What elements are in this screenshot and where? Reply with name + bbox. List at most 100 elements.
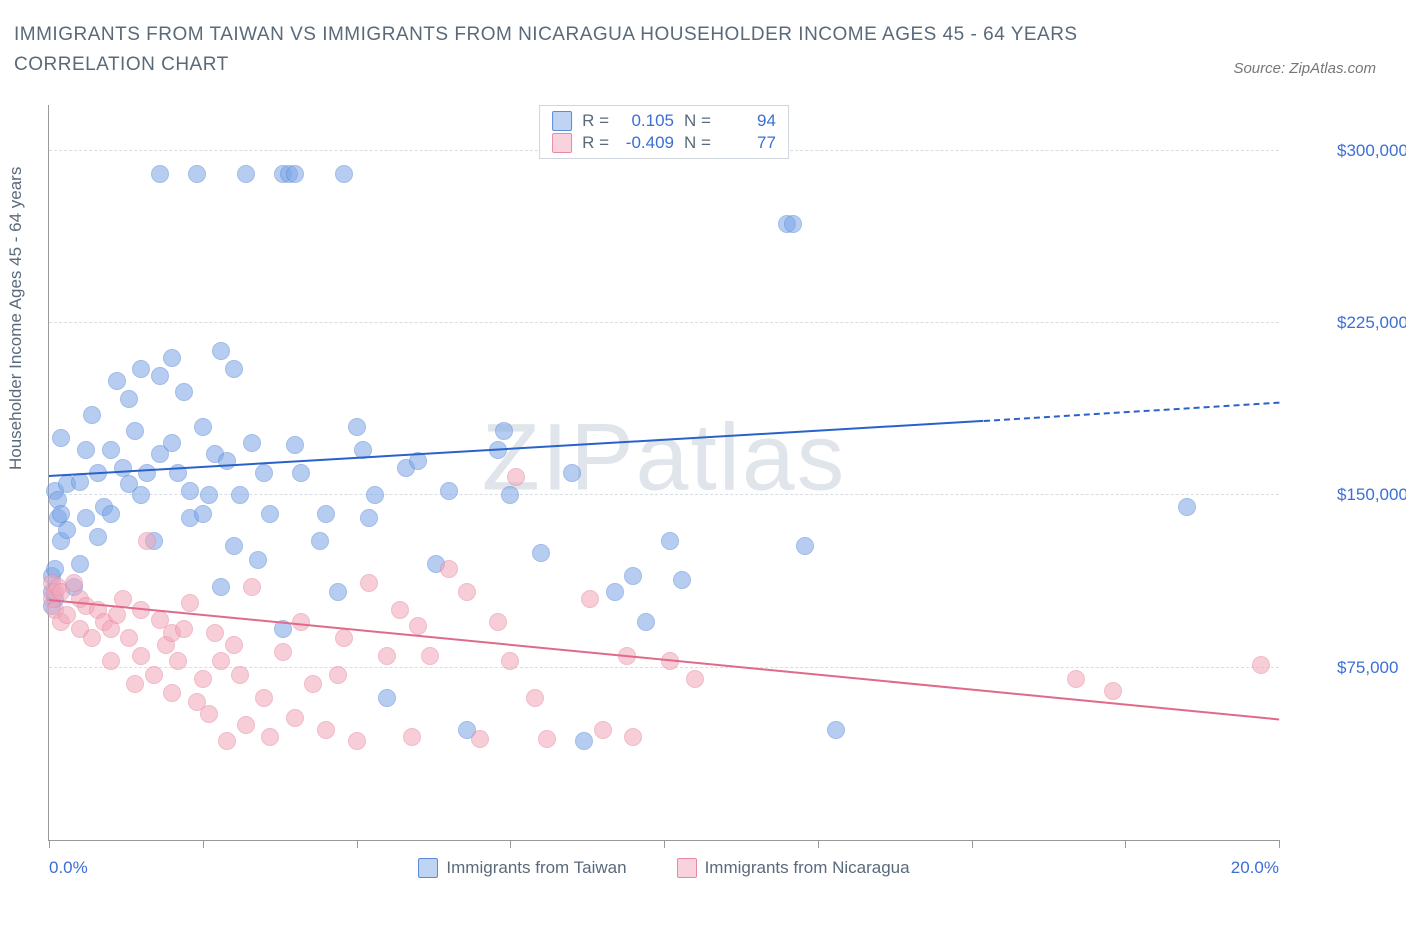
data-point: [77, 509, 95, 527]
data-point: [237, 716, 255, 734]
gridline: [49, 322, 1279, 323]
data-point: [212, 578, 230, 596]
data-point: [120, 390, 138, 408]
data-point: [311, 532, 329, 550]
x-axis-max-label: 20.0%: [1231, 858, 1279, 878]
data-point: [501, 652, 519, 670]
data-point: [181, 594, 199, 612]
data-point: [292, 613, 310, 631]
data-point: [132, 647, 150, 665]
chart-title: IMMIGRANTS FROM TAIWAN VS IMMIGRANTS FRO…: [14, 20, 1206, 81]
data-point: [138, 532, 156, 550]
data-point: [1104, 682, 1122, 700]
data-point: [206, 624, 224, 642]
data-point: [391, 601, 409, 619]
data-point: [194, 670, 212, 688]
data-point: [661, 532, 679, 550]
data-point: [292, 464, 310, 482]
label-n: N =: [684, 133, 711, 153]
data-point: [274, 643, 292, 661]
value-r-0: 0.105: [619, 111, 674, 131]
data-point: [243, 434, 261, 452]
data-point: [594, 721, 612, 739]
y-axis-label: Householder Income Ages 45 - 64 years: [6, 167, 26, 470]
data-point: [218, 452, 236, 470]
data-point: [225, 537, 243, 555]
legend-stats-row: R = 0.105 N = 94: [552, 110, 776, 132]
data-point: [538, 730, 556, 748]
data-point: [495, 422, 513, 440]
data-point: [366, 486, 384, 504]
data-point: [440, 482, 458, 500]
data-point: [1178, 498, 1196, 516]
data-point: [507, 468, 525, 486]
data-point: [1067, 670, 1085, 688]
x-tick: [203, 840, 204, 848]
data-point: [501, 486, 519, 504]
data-point: [138, 464, 156, 482]
data-point: [108, 606, 126, 624]
data-point: [686, 670, 704, 688]
data-point: [249, 551, 267, 569]
data-point: [163, 684, 181, 702]
legend-item: Immigrants from Taiwan: [418, 858, 626, 878]
data-point: [1252, 656, 1270, 674]
data-point: [581, 590, 599, 608]
data-point: [526, 689, 544, 707]
data-point: [194, 505, 212, 523]
data-point: [200, 705, 218, 723]
data-point: [132, 360, 150, 378]
legend-item: Immigrants from Nicaragua: [677, 858, 910, 878]
data-point: [169, 652, 187, 670]
data-point: [126, 422, 144, 440]
value-r-1: -0.409: [619, 133, 674, 153]
data-point: [151, 367, 169, 385]
data-point: [231, 486, 249, 504]
data-point: [471, 730, 489, 748]
data-point: [261, 505, 279, 523]
data-point: [255, 689, 273, 707]
data-point: [77, 441, 95, 459]
data-point: [261, 728, 279, 746]
data-point: [458, 583, 476, 601]
data-point: [304, 675, 322, 693]
x-tick: [818, 840, 819, 848]
data-point: [317, 721, 335, 739]
legend-series: 0.0% Immigrants from Taiwan Immigrants f…: [49, 858, 1279, 878]
data-point: [237, 165, 255, 183]
x-tick: [1279, 840, 1280, 848]
x-axis-min-label: 0.0%: [49, 858, 88, 878]
data-point: [132, 486, 150, 504]
data-point: [218, 732, 236, 750]
data-point: [784, 215, 802, 233]
data-point: [489, 613, 507, 631]
trend-line: [49, 599, 1279, 720]
value-n-1: 77: [721, 133, 776, 153]
data-point: [378, 689, 396, 707]
data-point: [225, 636, 243, 654]
data-point: [83, 629, 101, 647]
data-point: [421, 647, 439, 665]
data-point: [163, 349, 181, 367]
x-tick: [972, 840, 973, 848]
data-point: [348, 732, 366, 750]
trend-line: [984, 402, 1279, 422]
swatch-icon: [552, 111, 572, 131]
data-point: [194, 418, 212, 436]
data-point: [225, 360, 243, 378]
data-point: [71, 555, 89, 573]
legend-stats-row: R = -0.409 N = 77: [552, 132, 776, 154]
x-tick: [664, 840, 665, 848]
data-point: [181, 482, 199, 500]
data-point: [163, 434, 181, 452]
data-point: [243, 578, 261, 596]
x-tick: [357, 840, 358, 848]
data-point: [145, 666, 163, 684]
data-point: [378, 647, 396, 665]
data-point: [624, 728, 642, 746]
data-point: [335, 165, 353, 183]
data-point: [403, 728, 421, 746]
data-point: [348, 418, 366, 436]
data-point: [175, 620, 193, 638]
x-tick: [1125, 840, 1126, 848]
